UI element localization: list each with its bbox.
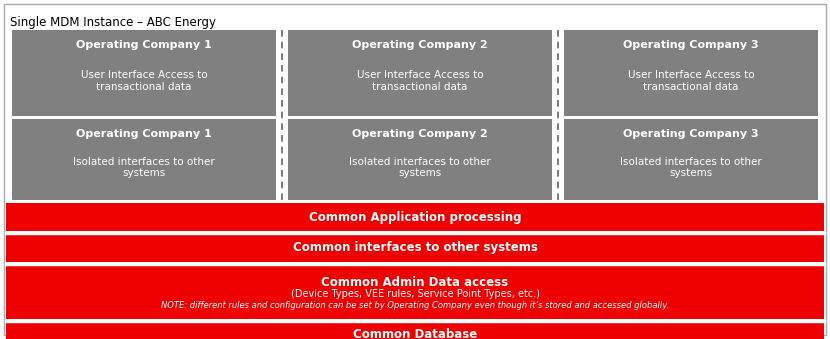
FancyBboxPatch shape: [6, 234, 824, 262]
Text: Operating Company 1: Operating Company 1: [76, 129, 212, 139]
Text: User Interface Access to
transactional data: User Interface Access to transactional d…: [81, 70, 208, 92]
FancyBboxPatch shape: [288, 119, 552, 200]
Text: Operating Company 3: Operating Company 3: [623, 129, 759, 139]
FancyBboxPatch shape: [4, 4, 826, 335]
Text: Operating Company 3: Operating Company 3: [623, 40, 759, 50]
FancyBboxPatch shape: [6, 265, 824, 319]
Text: User Interface Access to
transactional data: User Interface Access to transactional d…: [627, 70, 754, 92]
Text: Isolated interfaces to other
systems: Isolated interfaces to other systems: [620, 157, 762, 178]
FancyBboxPatch shape: [288, 30, 552, 116]
Text: Single MDM Instance – ABC Energy: Single MDM Instance – ABC Energy: [10, 16, 216, 29]
Text: Common Application processing: Common Application processing: [309, 211, 521, 223]
Text: Common Database: Common Database: [353, 328, 477, 339]
Text: Operating Company 2: Operating Company 2: [352, 129, 488, 139]
FancyBboxPatch shape: [564, 30, 818, 116]
FancyBboxPatch shape: [6, 203, 824, 231]
FancyBboxPatch shape: [12, 30, 276, 116]
Text: Operating Company 2: Operating Company 2: [352, 40, 488, 50]
FancyBboxPatch shape: [564, 119, 818, 200]
Text: Isolated interfaces to other
systems: Isolated interfaces to other systems: [73, 157, 215, 178]
Text: (Device Types, VEE rules, Service Point Types, etc.): (Device Types, VEE rules, Service Point …: [290, 289, 540, 299]
Text: Common interfaces to other systems: Common interfaces to other systems: [292, 241, 538, 255]
FancyBboxPatch shape: [12, 119, 276, 200]
Text: Operating Company 1: Operating Company 1: [76, 40, 212, 50]
Text: NOTE: different rules and configuration can be set by Operating Company even tho: NOTE: different rules and configuration …: [161, 301, 669, 311]
Text: Isolated interfaces to other
systems: Isolated interfaces to other systems: [349, 157, 491, 178]
Text: Common Admin Data access: Common Admin Data access: [321, 276, 509, 288]
FancyBboxPatch shape: [6, 322, 824, 339]
Text: User Interface Access to
transactional data: User Interface Access to transactional d…: [357, 70, 483, 92]
